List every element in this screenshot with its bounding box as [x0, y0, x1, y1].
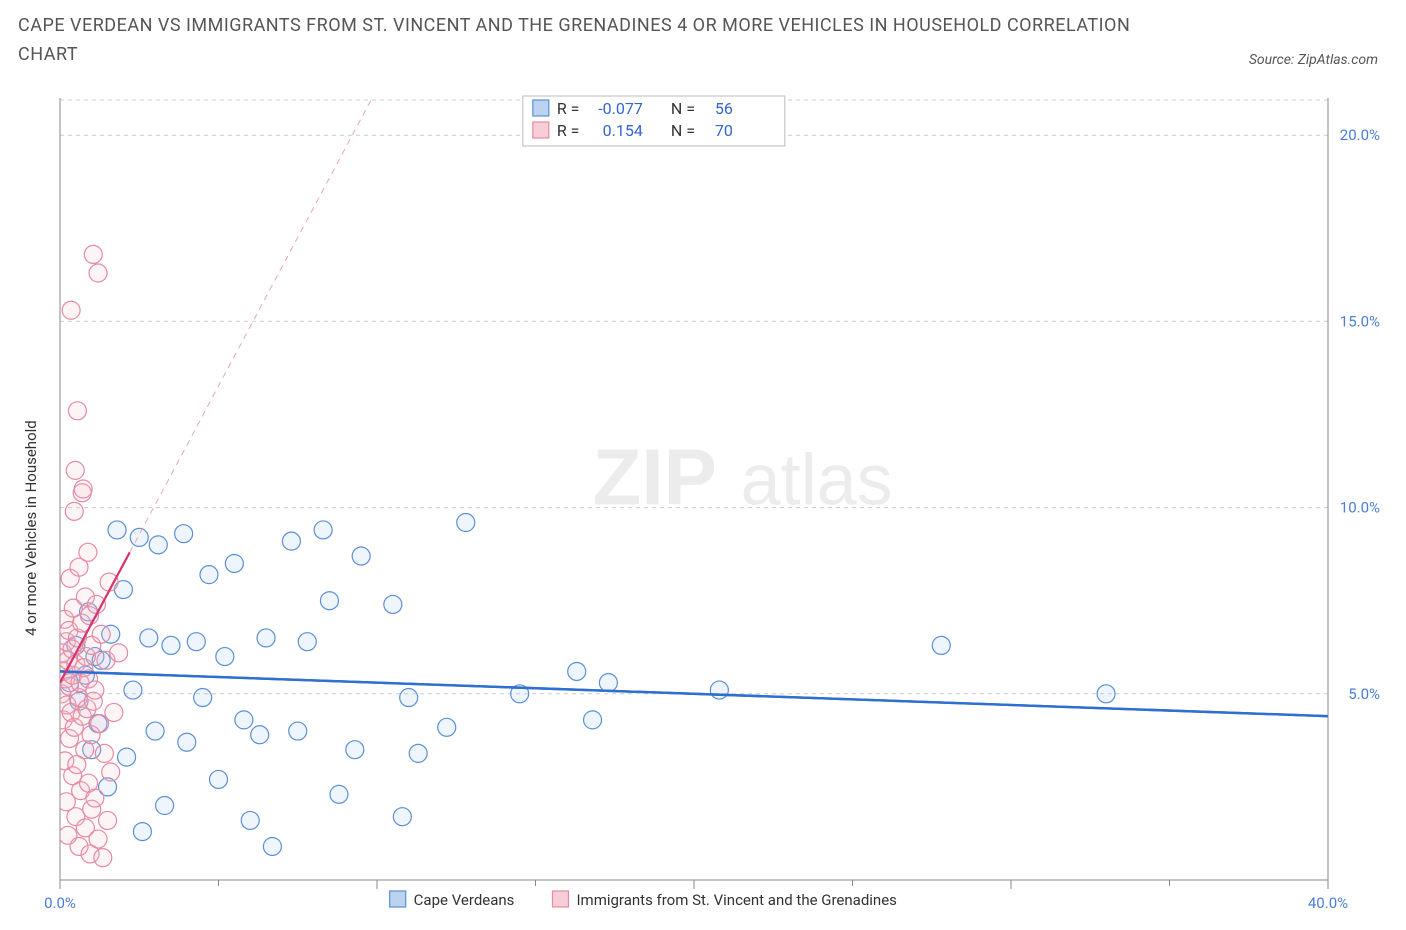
svg-text:15.0%: 15.0% — [1340, 312, 1380, 330]
svg-text:ZIP: ZIP — [593, 433, 717, 522]
svg-text:Immigrants from St. Vincent an: Immigrants from St. Vincent and the Gren… — [576, 891, 896, 909]
chart-container: 0.0% 40.0% 5.0% 10.0% 15.0% 20.0% 4 or more Ve… — [18, 92, 1388, 918]
svg-text:atlas: atlas — [741, 441, 893, 521]
svg-text:20.0%: 20.0% — [1340, 126, 1380, 144]
source-label: Source: ZipAtlas.com — [1249, 52, 1378, 68]
svg-text:N =: N = — [671, 99, 695, 118]
svg-text:5.0%: 5.0% — [1348, 685, 1380, 703]
svg-text:70: 70 — [715, 121, 733, 140]
svg-text:-0.077: -0.077 — [598, 99, 643, 118]
svg-text:0.0%: 0.0% — [44, 894, 76, 912]
svg-text:R =: R = — [557, 121, 580, 140]
svg-text:10.0%: 10.0% — [1340, 499, 1380, 517]
svg-text:40.0%: 40.0% — [1308, 894, 1348, 912]
svg-text:Cape Verdeans: Cape Verdeans — [414, 891, 515, 909]
svg-text:4 or more Vehicles in Househol: 4 or more Vehicles in Household — [22, 420, 40, 636]
chart-title: CAPE VERDEAN VS IMMIGRANTS FROM ST. VINC… — [18, 12, 1138, 70]
svg-text:N =: N = — [671, 121, 695, 140]
scatter-chart: 0.0% 40.0% 5.0% 10.0% 15.0% 20.0% 4 or more Ve… — [18, 92, 1388, 918]
svg-text:R =: R = — [557, 99, 580, 118]
svg-text:56: 56 — [715, 99, 733, 118]
svg-text:0.154: 0.154 — [603, 121, 643, 140]
